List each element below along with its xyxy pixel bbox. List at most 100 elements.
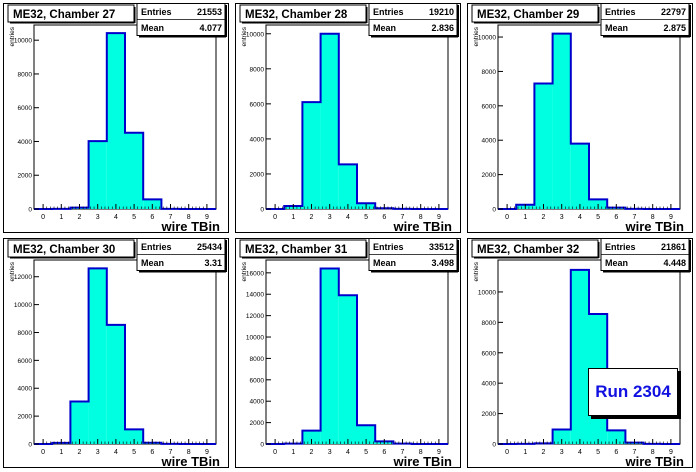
y-tick-label: 10000: [246, 335, 264, 342]
y-tick-label: 2000: [18, 173, 33, 180]
x-tick-label: 4: [578, 449, 582, 456]
stats-mean-value: 2.875: [663, 23, 686, 33]
chart-title: ME32, Chamber 27: [13, 9, 115, 21]
stats-entries-value: 21861: [661, 242, 686, 252]
histogram-panel: 0 1 2 3 4 5 6 7 8 90200040006000800010000entriesw…: [467, 238, 693, 469]
histogram-bar: [552, 33, 571, 209]
y-tick-label: 0: [260, 207, 264, 214]
histogram-bar: [338, 295, 357, 444]
x-tick-label: 6: [150, 214, 154, 221]
stats-entries-label: Entries: [605, 242, 636, 252]
x-tick-label: 1: [291, 449, 295, 456]
x-tick-label: 0: [505, 214, 509, 221]
x-tick-label: 5: [596, 214, 600, 221]
x-tick-label: 3: [96, 449, 100, 456]
histogram-panel: 0 1 2 3 4 5 6 7 8 9 0 2000 4000 6000 8000 10000 12000ent…: [3, 238, 229, 469]
x-tick-label: 1: [523, 449, 527, 456]
y-tick-label: 10000: [246, 31, 264, 38]
x-tick-label: 4: [114, 214, 118, 221]
y-tick-label: 8000: [482, 320, 497, 327]
histogram-bar: [338, 164, 357, 209]
y-tick-label: 6000: [482, 350, 497, 357]
histogram-bar: [106, 324, 125, 444]
x-axis-label: wire TBin: [392, 219, 452, 234]
stats-entries-label: Entries: [141, 242, 172, 252]
x-axis-label: wire TBin: [160, 219, 220, 234]
x-tick-label: 3: [328, 449, 332, 456]
stats-mean-label: Mean: [141, 23, 164, 33]
x-tick-label: 9: [669, 214, 673, 221]
x-axis-label: wire TBin: [624, 219, 684, 234]
x-tick-label: 9: [205, 449, 209, 456]
x-tick-label: 7: [169, 449, 173, 456]
histogram-panel: 0 1 2 3 4 5 6 7 8 90200040006000800010000entriesw…: [3, 3, 229, 234]
y-tick-label: 8000: [250, 66, 265, 73]
x-tick-label: 6: [382, 449, 386, 456]
x-tick-label: 3: [96, 214, 100, 221]
x-tick-label: 5: [596, 449, 600, 456]
histogram-bar: [357, 425, 376, 444]
chart-title: ME32, Chamber 29: [477, 9, 579, 21]
y-tick-label: 16000: [246, 270, 264, 277]
x-tick-label: 6: [614, 449, 618, 456]
x-tick-label: 5: [364, 214, 368, 221]
histogram-bar: [88, 268, 107, 444]
histogram-panel: 0 1 2 3 4 5 6 7 8 9 0 2000 4000 6000 8000 10000 12000 140…: [235, 238, 461, 469]
stats-mean-label: Mean: [605, 23, 628, 33]
stats-mean-value: 4.448: [663, 258, 686, 268]
chart-title: ME32, Chamber 31: [245, 244, 348, 256]
stats-entries-value: 25434: [197, 242, 222, 252]
histogram-bar: [534, 83, 553, 209]
x-tick-label: 1: [59, 449, 63, 456]
y-tick-label: 0: [492, 207, 496, 214]
chart-title: ME32, Chamber 28: [245, 9, 348, 21]
x-tick-label: 9: [669, 449, 673, 456]
stats-entries-label: Entries: [605, 7, 636, 17]
x-axis-label: wire TBin: [624, 454, 684, 469]
histogram-bar: [320, 33, 339, 209]
y-tick-label: 4000: [482, 138, 497, 145]
stats-entries-label: Entries: [373, 7, 404, 17]
y-tick-label: 0: [260, 442, 264, 449]
histogram-bar: [302, 430, 321, 444]
y-tick-label: 10000: [14, 38, 32, 45]
x-tick-label: 2: [542, 214, 546, 221]
y-axis-label: entries: [241, 261, 248, 281]
histogram-bar: [607, 430, 626, 444]
y-tick-label: 10000: [478, 289, 496, 296]
y-tick-label: 6000: [250, 377, 265, 384]
x-tick-label: 8: [187, 449, 191, 456]
x-tick-label: 1: [59, 214, 63, 221]
x-tick-label: 6: [382, 214, 386, 221]
x-tick-label: 5: [132, 449, 136, 456]
histogram-bar: [570, 143, 589, 209]
x-tick-label: 3: [328, 214, 332, 221]
x-tick-label: 9: [437, 449, 441, 456]
histogram-outline: [498, 32, 680, 210]
run-label: Run 2304: [588, 368, 678, 416]
y-tick-label: 8000: [250, 356, 265, 363]
stats-mean-value: 3.498: [431, 258, 454, 268]
histogram-bar: [88, 141, 107, 209]
histogram-outline: [34, 32, 216, 210]
y-tick-label: 4000: [18, 386, 33, 393]
y-tick-label: 14000: [246, 292, 264, 299]
x-tick-label: 6: [150, 449, 154, 456]
y-tick-label: 2000: [18, 414, 33, 421]
stats-mean-label: Mean: [373, 23, 396, 33]
x-tick-label: 4: [114, 449, 118, 456]
x-tick-label: 8: [651, 449, 655, 456]
stats-mean-label: Mean: [141, 258, 164, 268]
x-tick-label: 4: [346, 449, 350, 456]
x-axis-label: wire TBin: [392, 454, 452, 469]
x-tick-label: 0: [41, 449, 45, 456]
x-tick-label: 0: [505, 449, 509, 456]
chart-title: ME32, Chamber 32: [477, 244, 579, 256]
y-tick-label: 12000: [14, 274, 32, 281]
y-tick-label: 6000: [18, 105, 33, 112]
histogram-bar: [552, 429, 571, 444]
y-tick-label: 10000: [478, 35, 496, 42]
y-tick-label: 4000: [18, 139, 33, 146]
y-tick-label: 4000: [250, 136, 265, 143]
histogram-panel: 0 1 2 3 4 5 6 7 8 90200040006000800010000entriesw…: [467, 3, 693, 234]
